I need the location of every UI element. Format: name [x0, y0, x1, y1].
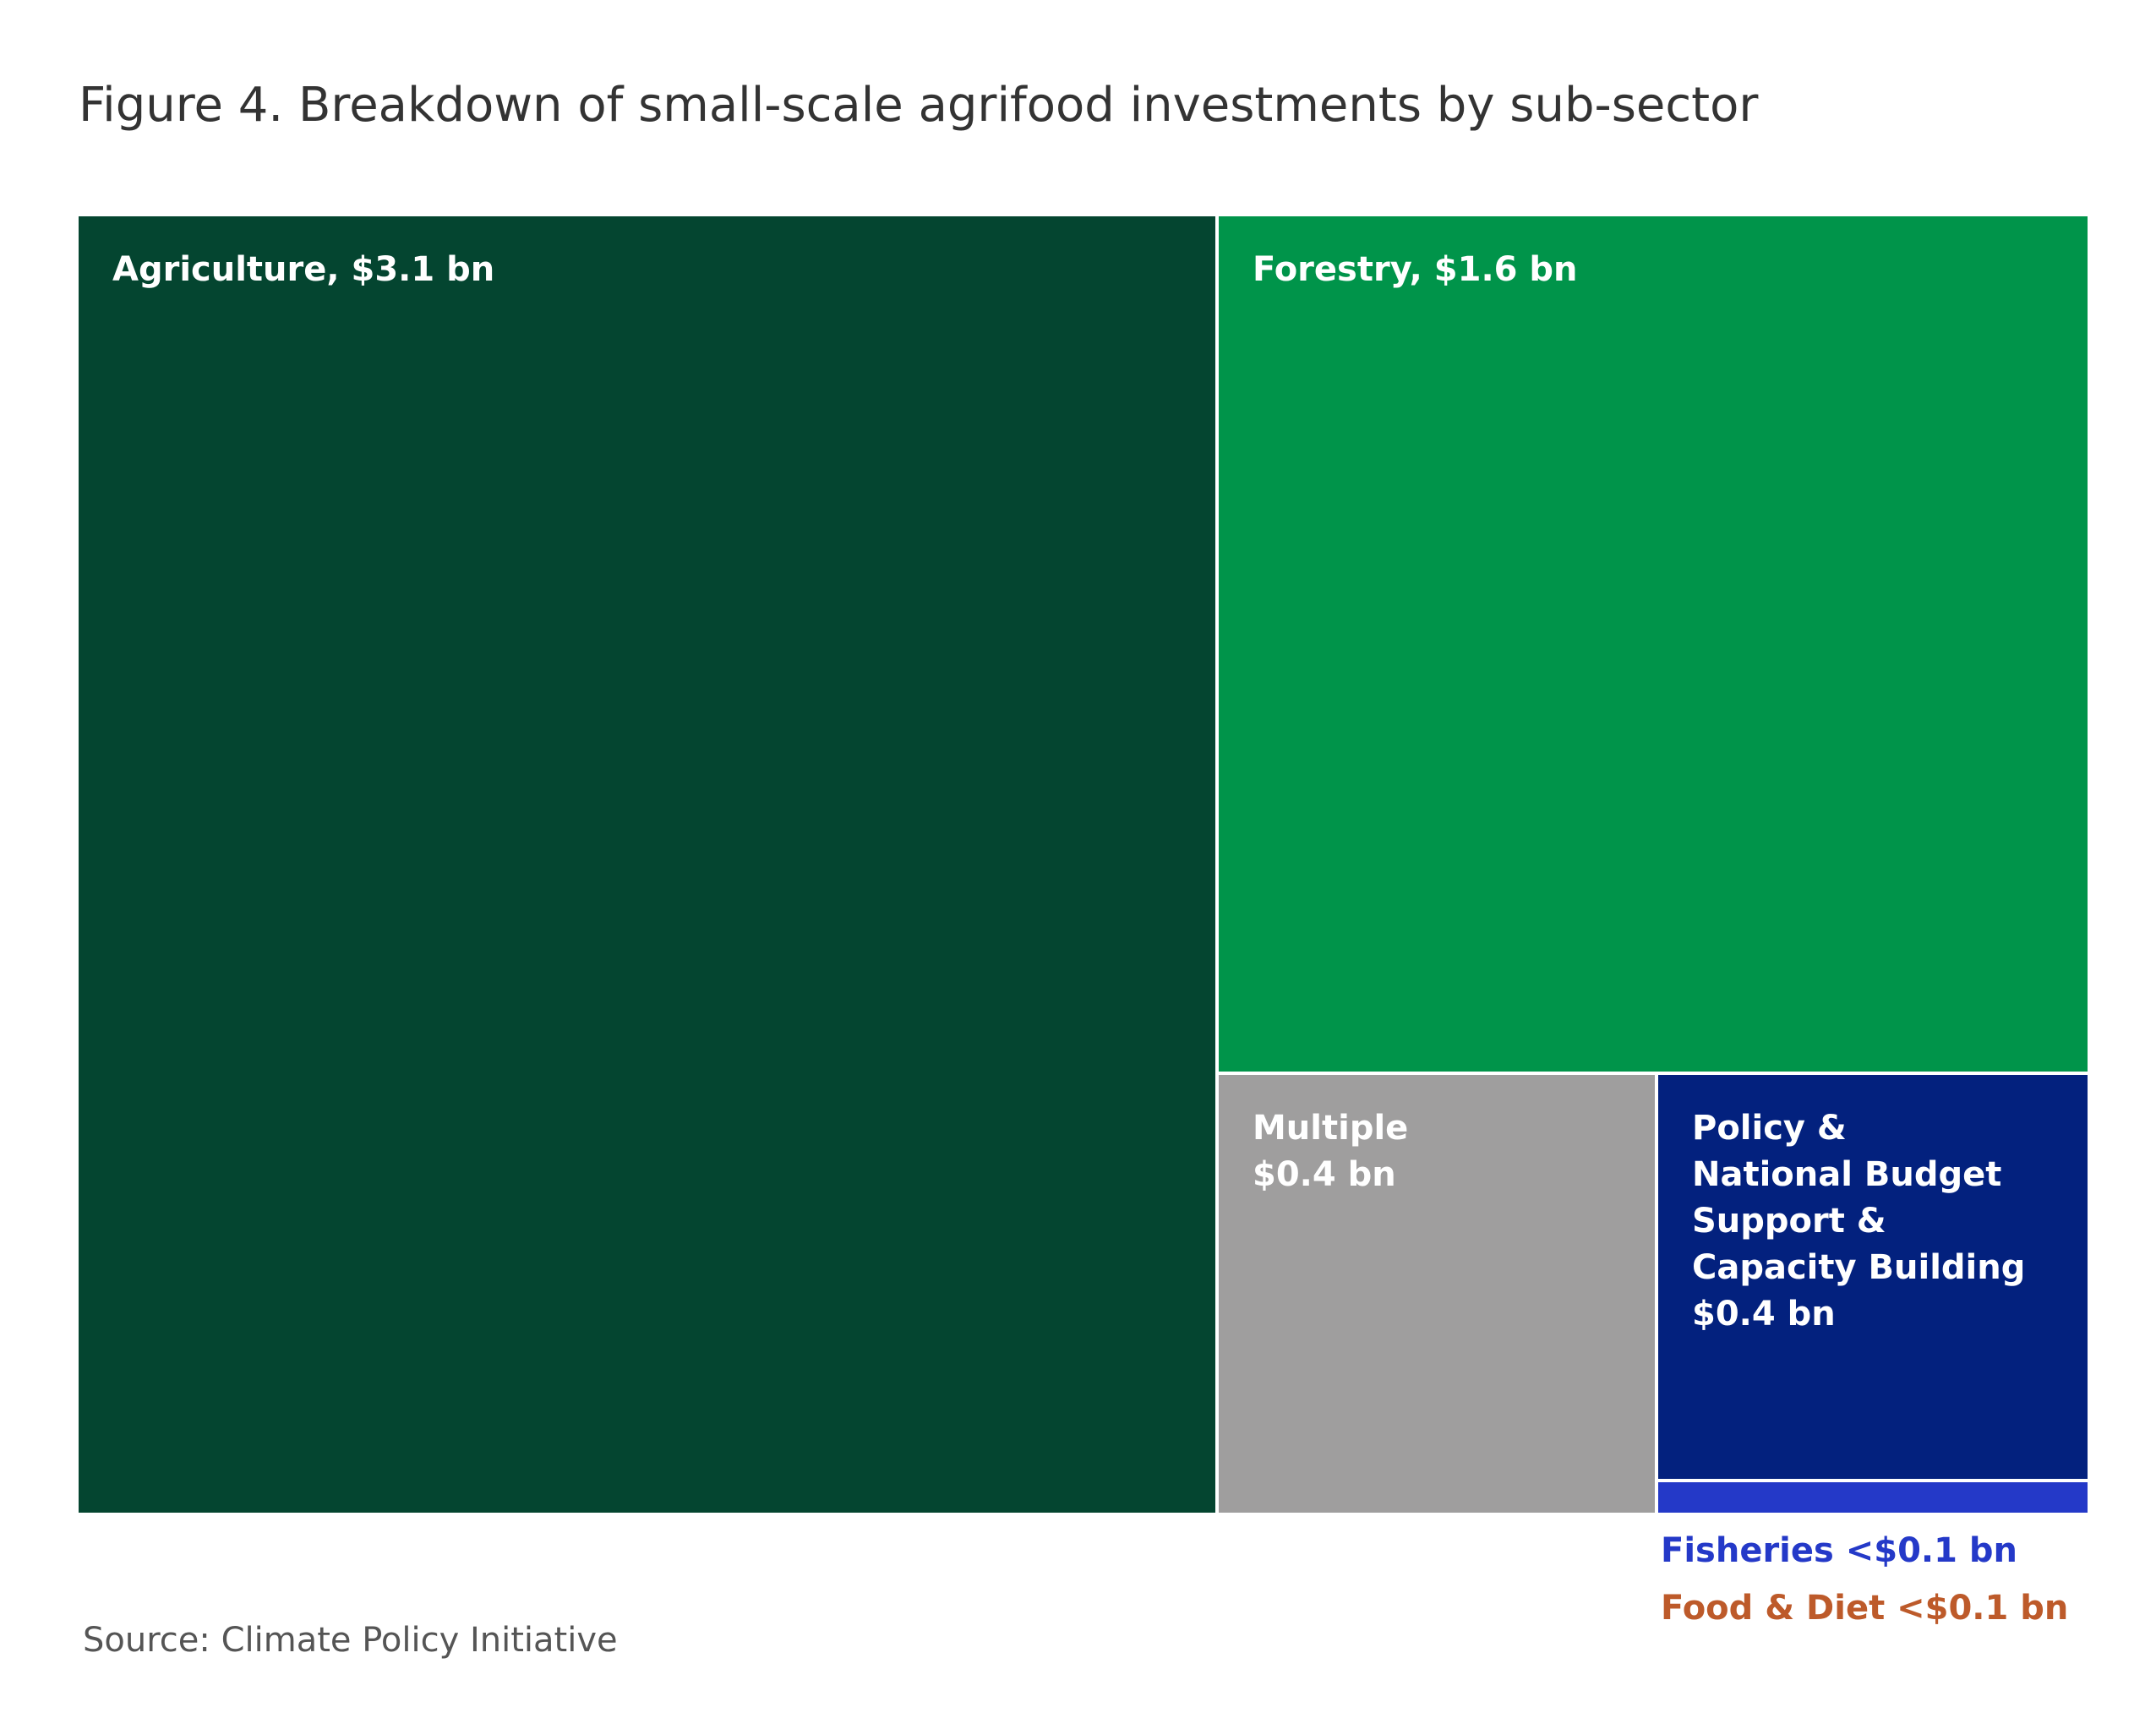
tile-forestry: Forestry, $1.6 bn — [1219, 216, 2088, 1072]
label-food-diet: Food & Diet <$0.1 bn — [1661, 1589, 2069, 1628]
tile-label-forestry: Forestry, $1.6 bn — [1253, 250, 1578, 289]
tile-label-agriculture: Agriculture, $3.1 bn — [112, 250, 495, 289]
source-note: Source: Climate Policy Initiative — [83, 1621, 618, 1660]
tile-multiple: Multiple $0.4 bn — [1219, 1075, 1655, 1513]
tile-policy: Policy & National Budget Support & Capac… — [1658, 1075, 2088, 1479]
tile-fisheries — [1658, 1482, 2088, 1513]
tile-label-multiple: Multiple $0.4 bn — [1253, 1109, 1409, 1194]
label-fisheries: Fisheries <$0.1 bn — [1661, 1531, 2017, 1570]
tile-label-policy: Policy & National Budget Support & Capac… — [1692, 1109, 2026, 1334]
tile-agriculture: Agriculture, $3.1 bn — [79, 216, 1215, 1513]
chart-title: Figure 4. Breakdown of small-scale agrif… — [79, 78, 1759, 133]
